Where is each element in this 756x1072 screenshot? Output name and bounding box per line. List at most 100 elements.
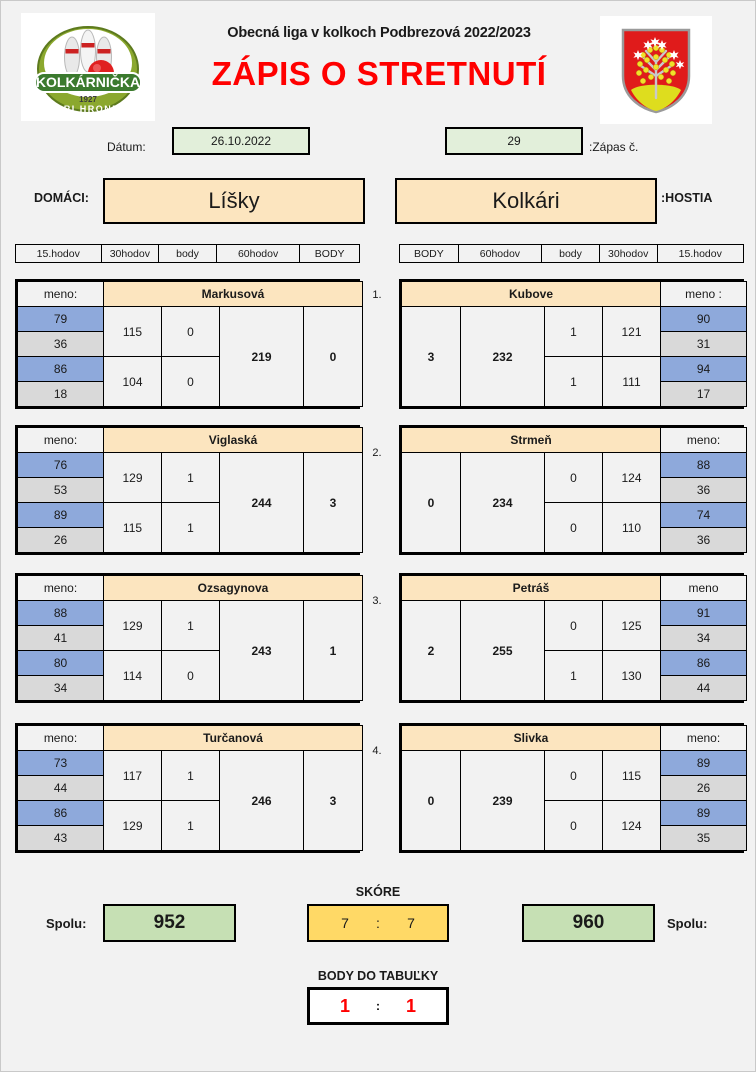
column-header-15hodov-home: 15.hodov: [16, 245, 102, 262]
cell-15hodov[interactable]: 86: [660, 650, 748, 676]
cell-BODY-total[interactable]: 3: [302, 750, 364, 851]
match-number-field[interactable]: 29: [445, 127, 583, 155]
cell-30hodov[interactable]: 104: [103, 356, 162, 407]
player-name[interactable]: Kubove: [400, 281, 662, 307]
cell-body[interactable]: 0: [544, 750, 603, 801]
cell-30hodov[interactable]: 129: [103, 452, 162, 503]
cell-body[interactable]: 0: [544, 800, 603, 851]
cell-15hodov[interactable]: 26: [17, 527, 104, 553]
cell-BODY-total[interactable]: 3: [401, 306, 461, 407]
cell-30hodov[interactable]: 115: [103, 306, 162, 357]
cell-30hodov[interactable]: 124: [601, 452, 662, 503]
cell-BODY-total[interactable]: 0: [401, 750, 461, 851]
cell-15hodov[interactable]: 44: [17, 775, 104, 801]
cell-30hodov[interactable]: 130: [601, 650, 662, 701]
cell-15hodov[interactable]: 88: [660, 452, 748, 478]
cell-15hodov[interactable]: 88: [17, 600, 104, 626]
date-field[interactable]: 26.10.2022: [172, 127, 310, 155]
away-total-value[interactable]: 960: [522, 904, 655, 942]
cell-15hodov[interactable]: 35: [660, 825, 748, 851]
cell-15hodov[interactable]: 73: [17, 750, 104, 776]
cell-15hodov[interactable]: 43: [17, 825, 104, 851]
column-header-body-home: body: [159, 245, 217, 262]
cell-body[interactable]: 0: [161, 306, 220, 357]
cell-body[interactable]: 0: [544, 452, 603, 503]
cell-60hodov-total[interactable]: 244: [219, 452, 304, 553]
player-name[interactable]: Turčanová: [102, 725, 364, 751]
cell-30hodov[interactable]: 129: [103, 600, 162, 651]
cell-15hodov[interactable]: 89: [660, 800, 748, 826]
cell-30hodov[interactable]: 114: [103, 650, 162, 701]
cell-15hodov[interactable]: 34: [660, 625, 748, 651]
cell-30hodov[interactable]: 111: [601, 356, 662, 407]
cell-15hodov[interactable]: 53: [17, 477, 104, 503]
cell-body[interactable]: 1: [161, 452, 220, 503]
cell-30hodov[interactable]: 110: [601, 502, 662, 553]
table-points-box[interactable]: 1 : 1: [307, 987, 449, 1025]
cell-60hodov-total[interactable]: 234: [460, 452, 545, 553]
cell-15hodov[interactable]: 80: [17, 650, 104, 676]
cell-15hodov[interactable]: 36: [17, 331, 104, 357]
cell-body[interactable]: 1: [161, 502, 220, 553]
cell-15hodov[interactable]: 74: [660, 502, 748, 528]
cell-30hodov[interactable]: 117: [103, 750, 162, 801]
cell-15hodov[interactable]: 36: [660, 477, 748, 503]
cell-15hodov[interactable]: 31: [660, 331, 748, 357]
cell-BODY-total[interactable]: 0: [401, 452, 461, 553]
cell-60hodov-total[interactable]: 239: [460, 750, 545, 851]
cell-BODY-total[interactable]: 3: [302, 452, 364, 553]
cell-15hodov[interactable]: 44: [660, 675, 748, 701]
cell-30hodov[interactable]: 115: [601, 750, 662, 801]
cell-30hodov[interactable]: 124: [601, 800, 662, 851]
cell-15hodov[interactable]: 34: [17, 675, 104, 701]
cell-15hodov[interactable]: 90: [660, 306, 748, 332]
matchup-number: 4.: [372, 745, 382, 757]
cell-body[interactable]: 1: [161, 750, 220, 801]
cell-15hodov[interactable]: 17: [660, 381, 748, 407]
cell-30hodov[interactable]: 129: [103, 800, 162, 851]
cell-15hodov[interactable]: 91: [660, 600, 748, 626]
cell-15hodov[interactable]: 26: [660, 775, 748, 801]
away-team-name[interactable]: Kolkári: [395, 178, 657, 224]
cell-30hodov[interactable]: 121: [601, 306, 662, 357]
cell-body[interactable]: 1: [544, 650, 603, 701]
cell-30hodov[interactable]: 115: [103, 502, 162, 553]
cell-60hodov-total[interactable]: 232: [460, 306, 545, 407]
cell-15hodov[interactable]: 18: [17, 381, 104, 407]
table-points-home: 1: [339, 995, 350, 1016]
player-name[interactable]: Slivka: [400, 725, 662, 751]
cell-30hodov[interactable]: 125: [601, 600, 662, 651]
cell-body[interactable]: 1: [161, 800, 220, 851]
cell-body[interactable]: 1: [161, 600, 220, 651]
cell-15hodov[interactable]: 79: [17, 306, 104, 332]
cell-60hodov-total[interactable]: 243: [219, 600, 304, 701]
player-name[interactable]: Strmeň: [400, 427, 662, 453]
cell-BODY-total[interactable]: 1: [302, 600, 364, 701]
cell-60hodov-total[interactable]: 246: [219, 750, 304, 851]
player-name[interactable]: Petráš: [400, 575, 662, 601]
cell-15hodov[interactable]: 94: [660, 356, 748, 382]
player-name[interactable]: Ozsagynova: [102, 575, 364, 601]
cell-60hodov-total[interactable]: 255: [460, 600, 545, 701]
cell-body[interactable]: 0: [544, 502, 603, 553]
home-team-name[interactable]: Líšky: [103, 178, 365, 224]
home-total-value[interactable]: 952: [103, 904, 236, 942]
player-name[interactable]: Markusová: [102, 281, 364, 307]
cell-15hodov[interactable]: 89: [17, 502, 104, 528]
cell-15hodov[interactable]: 89: [660, 750, 748, 776]
cell-body[interactable]: 0: [161, 650, 220, 701]
cell-60hodov-total[interactable]: 219: [219, 306, 304, 407]
cell-body[interactable]: 0: [161, 356, 220, 407]
cell-15hodov[interactable]: 41: [17, 625, 104, 651]
cell-BODY-total[interactable]: 0: [302, 306, 364, 407]
cell-15hodov[interactable]: 86: [17, 800, 104, 826]
cell-15hodov[interactable]: 36: [660, 527, 748, 553]
player-name[interactable]: Viglaská: [102, 427, 364, 453]
cell-BODY-total[interactable]: 2: [401, 600, 461, 701]
cell-15hodov[interactable]: 86: [17, 356, 104, 382]
cell-body[interactable]: 1: [544, 356, 603, 407]
cell-body[interactable]: 1: [544, 306, 603, 357]
score-box[interactable]: 7 : 7: [307, 904, 449, 942]
cell-15hodov[interactable]: 76: [17, 452, 104, 478]
cell-body[interactable]: 0: [544, 600, 603, 651]
